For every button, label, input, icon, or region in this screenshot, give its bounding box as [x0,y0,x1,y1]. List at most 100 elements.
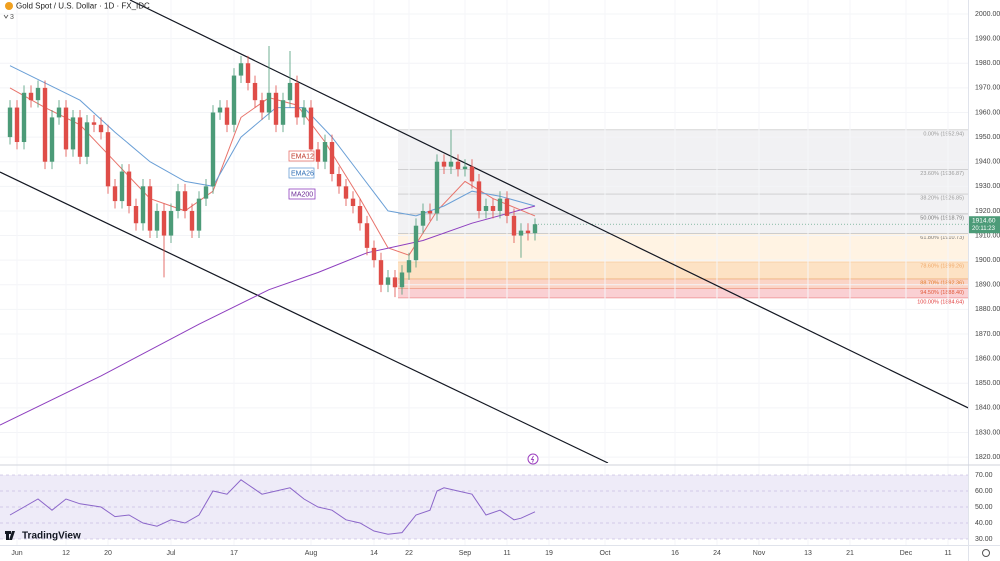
candle-body [336,174,342,187]
candle-body [322,142,328,162]
candle-body [147,186,153,231]
candle-body [518,230,524,236]
candle-body [126,171,132,207]
settings-icon[interactable] [982,549,990,557]
price-pane [0,0,968,463]
candle-body [161,210,167,236]
candle-body [224,107,230,125]
y-tick-label: 1890.00 [975,282,1000,289]
fib-label: 23.60% (1936.87) [920,171,964,177]
candle-body [231,75,237,125]
rsi-line [9,479,536,535]
candle-body [287,82,293,101]
y-tick-label: 1900.00 [975,257,1000,264]
y-tick-label: 1970.00 [975,85,1000,92]
candle-body [462,166,468,170]
candle-body [35,87,41,101]
x-tick-label: 11 [944,550,951,557]
candle-body [266,92,272,113]
x-tick-label: 13 [804,550,812,557]
event-icon-glyph [530,455,535,463]
x-tick-label: Oct [600,550,611,557]
y-tick-label: 1930.00 [975,183,1000,190]
x-tick-label: 16 [671,550,679,557]
ema12-label-box [288,150,315,162]
indicator-line [9,65,536,217]
fib-label: 38.20% (1926.85) [920,196,964,202]
candle-body [483,206,489,211]
x-tick-label: Sep [459,550,472,557]
candle-body [77,117,83,157]
candle-body [140,186,146,224]
rsi-tick-label: 70.00 [975,472,993,479]
x-tick-label: 11 [503,550,510,557]
y-tick-label: 1980.00 [975,60,1000,67]
fib-band [398,278,968,289]
candle-body [525,230,531,234]
y-tick-label: 1870.00 [975,331,1000,338]
grid [0,13,968,458]
candle-body [469,166,475,182]
candle-body [329,142,335,175]
candle-body [280,100,286,125]
candle-body [196,198,202,231]
candle-body [210,112,216,187]
candle-body [476,181,482,211]
candle-body [168,210,174,236]
x-tick-label: 22 [405,550,413,557]
x-tick-label: Jul [167,550,176,557]
brand-logo [5,531,15,540]
fib-band [398,213,968,234]
candle-body [371,247,377,261]
y-tick-label: 1820.00 [975,454,1000,461]
last-price-badge [969,216,1000,234]
y-tick-label: 1880.00 [975,306,1000,313]
candle-body [455,161,461,170]
symbol-icon [5,2,13,10]
candle-body [84,122,90,157]
y-tick-label: 1950.00 [975,134,1000,141]
x-tick-label: 17 [230,550,238,557]
candle-body [119,171,125,202]
fib-label: 50.00% (1918.79) [920,215,964,221]
collapse-icon[interactable] [3,14,9,19]
x-tick-label: Jun [11,550,22,557]
candle-body [105,132,111,187]
candle-body [49,117,55,162]
y-tick-label: 1920.00 [975,208,1000,215]
candle-body [175,191,181,211]
y-tick-label: 1960.00 [975,109,1000,116]
rsi-tick-label: 30.00 [975,536,993,543]
x-tick-label: Dec [900,550,913,557]
candle-body [378,260,384,285]
chart-title: Gold Spot / U.S. Dollar · 1D · FX_IDC [16,2,150,11]
candle-body [420,210,426,226]
candle-body [294,82,300,118]
candle-body [14,107,20,143]
brand-name: TradingView [22,531,81,542]
rsi-tick-label: 50.00 [975,504,993,511]
candle-body [504,198,510,216]
candle-body [273,92,279,125]
event-icon[interactable] [527,453,539,465]
candle-body [511,215,517,236]
candle-body [532,224,538,234]
indicator-line [0,205,536,426]
fib-band [398,288,968,298]
candle-body [252,82,258,101]
candle-body [385,277,391,285]
x-tick-label: 14 [370,550,378,557]
candle-body [63,107,69,150]
fib-band [398,261,968,279]
y-tick-label: 1940.00 [975,159,1000,166]
fib-label: 88.70% (1892.36) [920,280,964,286]
candle-body [189,210,195,231]
candle-body [259,100,265,113]
fib-label: 78.60% (1899.26) [920,263,964,269]
indicator-count[interactable]: 3 [10,14,14,21]
x-tick-label: 19 [545,550,553,557]
candle-body [364,223,370,248]
x-tick-label: 20 [104,550,112,557]
candle-body [490,206,496,211]
ma200-label: MA200 [291,191,313,198]
